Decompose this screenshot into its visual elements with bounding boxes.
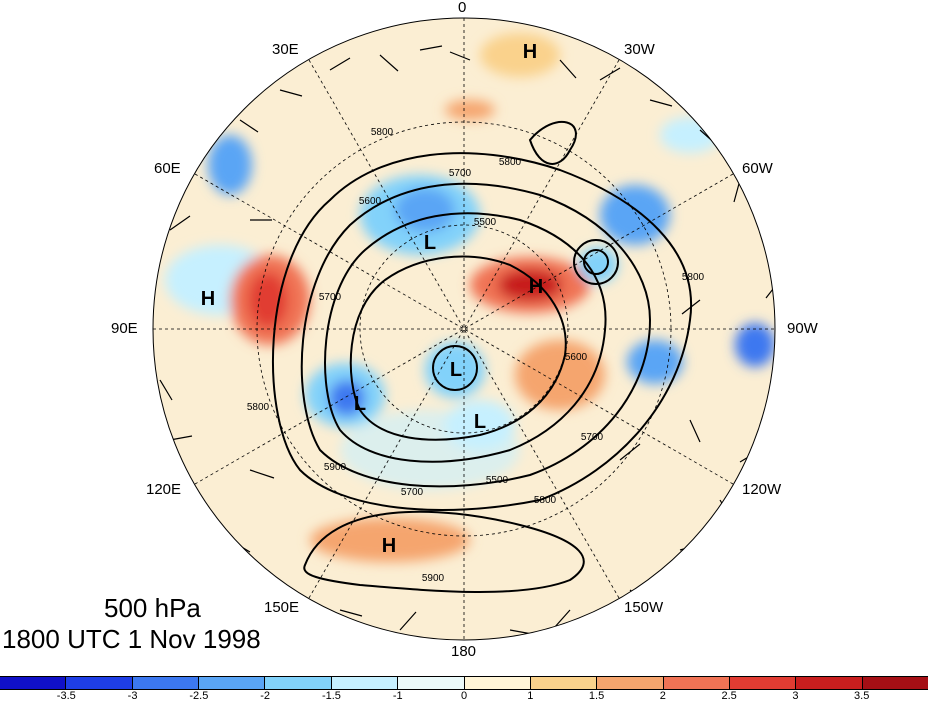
colorbar-segment	[0, 677, 66, 689]
colorbar-tick-label: 1	[527, 690, 534, 702]
high-center-marker: H	[529, 276, 543, 298]
high-center-marker: H	[523, 41, 537, 63]
contour-label: 5800	[371, 127, 394, 138]
contour-value-labels: 5800 5800 5700 5700 5800 5900 5800 5700 …	[247, 127, 705, 584]
low-center-marker: L	[474, 411, 486, 433]
longitude-label-180: 180	[451, 643, 477, 660]
contour-label: 5700	[449, 168, 472, 179]
contour-label: 5800	[682, 272, 705, 283]
colorbar-tick-label: 1.5	[588, 690, 605, 702]
low-center-marker: L	[424, 232, 436, 254]
contour-label: 5700	[319, 292, 342, 303]
colorbar-segment	[198, 677, 265, 689]
colorbar-tick-label: -3	[127, 690, 138, 702]
colorbar-segment	[596, 677, 663, 689]
longitude-label-90w: 90W	[787, 320, 818, 337]
longitude-label-0: 0	[458, 0, 467, 16]
graticule	[153, 18, 775, 640]
longitude-label-30w: 30W	[624, 41, 655, 58]
height-contours	[272, 121, 693, 593]
pressure-center-labels: H H H H L L L L	[201, 41, 543, 557]
low-center-marker: L	[450, 359, 462, 381]
contour-label: 5800	[534, 495, 557, 506]
contour-label: 5900	[324, 462, 347, 473]
colorbar-segment	[861, 677, 928, 689]
longitude-label-120w: 120W	[742, 481, 782, 498]
low-center-marker: L	[354, 393, 366, 415]
colorbar-segment	[65, 677, 132, 689]
longitude-label-90e: 90E	[111, 320, 138, 337]
high-center-marker: H	[201, 288, 215, 310]
colorbar-segment	[264, 677, 331, 689]
colorbar-tick-label: -1	[392, 690, 403, 702]
contour-label: 5600	[359, 196, 382, 207]
longitude-label-60e: 60E	[154, 160, 181, 177]
contour-label: 5600	[565, 352, 588, 363]
contour-label: 5500	[486, 475, 509, 486]
colorbar-segment	[397, 677, 464, 689]
colorbar-tick-label: -2.5	[189, 690, 209, 702]
colorbar-segment	[728, 677, 796, 689]
contour-label: 5800	[247, 402, 270, 413]
longitude-label-150w: 150W	[624, 599, 664, 616]
colorbar-segment	[795, 677, 862, 689]
longitude-label-60w: 60W	[742, 160, 773, 177]
colorbar-tick-label: -1.5	[321, 690, 341, 702]
colorbar	[0, 676, 928, 690]
colorbar-tick-label: 3.5	[854, 690, 870, 702]
colorbar-segment	[529, 677, 597, 689]
colorbar-tick-label: -2	[260, 690, 271, 702]
contour-label: 5700	[401, 487, 424, 498]
longitude-label-30e: 30E	[272, 41, 299, 58]
map-title-level: 500 hPa	[104, 593, 201, 623]
contour-label: 5700	[581, 432, 604, 443]
longitude-label-120e: 120E	[146, 481, 182, 498]
colorbar-segment	[131, 677, 199, 689]
contour-label: 5500	[474, 217, 497, 228]
longitude-label-150e: 150E	[264, 599, 300, 616]
colorbar-segment	[330, 677, 398, 689]
anomaly-field	[153, 18, 775, 640]
colorbar-tick-label: 3	[792, 690, 799, 702]
colorbar-tick-label: 0	[460, 690, 468, 702]
colorbar-tick-label: -3.5	[56, 690, 76, 702]
map-boundary	[152, 17, 776, 641]
contour-label: 5900	[422, 573, 445, 584]
contour-label: 5800	[499, 157, 522, 168]
high-center-marker: H	[382, 535, 396, 557]
colorbar-segment	[463, 677, 530, 689]
colorbar-segment	[662, 677, 729, 689]
map-title-datetime: 1800 UTC 1 Nov 1998	[2, 624, 261, 654]
colorbar-tick-label: 2.5	[721, 690, 737, 702]
colorbar-tick-label: 2	[659, 690, 666, 702]
